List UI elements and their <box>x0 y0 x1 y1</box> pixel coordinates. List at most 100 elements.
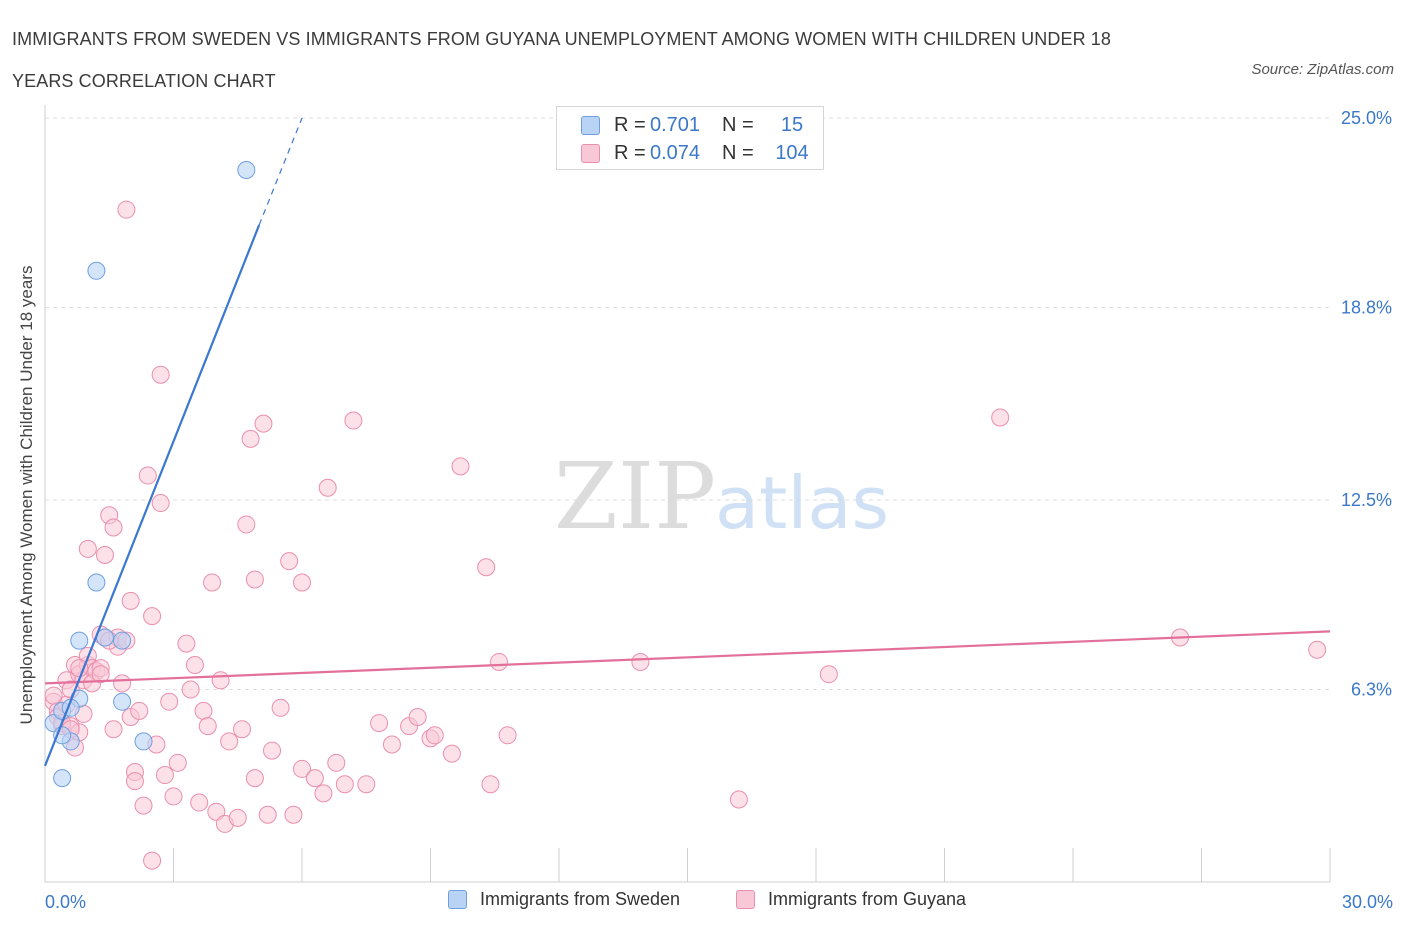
guyana-point <box>104 518 123 537</box>
gridlines <box>45 117 1330 690</box>
sweden-point <box>113 631 132 650</box>
guyana-point <box>207 802 226 821</box>
guyana-point <box>130 701 149 720</box>
guyana-point <box>113 674 132 693</box>
guyana-point <box>211 671 230 690</box>
sweden-n-value: 15 <box>780 113 804 136</box>
guyana-point <box>344 411 363 430</box>
guyana-point <box>203 573 222 592</box>
y-tick-label: 18.8% <box>1341 297 1392 317</box>
sweden-point <box>87 573 106 592</box>
guyana-point <box>293 573 311 592</box>
guyana-point <box>160 692 179 711</box>
guyana-point <box>138 466 157 485</box>
guyana-point <box>245 570 264 589</box>
guyana-legend-label: Immigrants from Guyana <box>768 889 967 909</box>
trend-lines <box>43 117 1331 767</box>
guyana-n-value: 104 <box>775 141 809 164</box>
guyana-point <box>237 515 256 534</box>
guyana-point <box>451 457 470 476</box>
guyana-point <box>91 665 110 684</box>
guyana-point <box>293 759 311 778</box>
guyana-point <box>185 656 204 675</box>
guyana-n-label: N = <box>722 141 754 164</box>
guyana-point <box>151 494 170 513</box>
sweden-point <box>70 631 89 650</box>
guyana-point <box>134 796 153 815</box>
watermark: ZIP atlas <box>554 443 889 550</box>
guyana-point <box>241 429 260 448</box>
guyana-point <box>335 775 354 794</box>
guyana-legend-swatch <box>736 890 755 909</box>
guyana-point <box>254 414 273 433</box>
guyana-point <box>233 720 252 739</box>
guyana-point <box>408 707 427 726</box>
guyana-point <box>258 805 277 824</box>
sweden-point <box>134 732 153 751</box>
guyana-point <box>425 726 444 745</box>
guyana-point <box>143 851 162 870</box>
watermark-atlas: atlas <box>715 461 889 545</box>
guyana-r-label: R = <box>614 141 646 164</box>
guyana-point <box>181 680 200 699</box>
guyana-point <box>198 717 217 736</box>
sweden-r-label: R = <box>614 113 646 136</box>
guyana-point <box>442 744 461 763</box>
guyana-point <box>228 808 247 827</box>
guyana-point <box>1308 640 1327 659</box>
y-tick-label: 12.5% <box>1341 490 1392 510</box>
tick-labels: 25.0% 18.8% 12.5% 6.3% 0.0% 30.0% <box>45 108 1393 912</box>
guyana-point <box>357 775 376 794</box>
sweden-point <box>87 261 106 280</box>
guyana-point <box>143 607 162 626</box>
guyana-trend-line <box>44 630 1331 685</box>
guyana-r-value: 0.074 <box>650 141 701 164</box>
legend-row-guyana: R = 0.074 N = 104 <box>581 140 822 166</box>
sweden-swatch <box>581 115 600 135</box>
guyana-point <box>991 408 1010 427</box>
axes <box>44 105 1331 883</box>
legend-item-guyana[interactable]: Immigrants from Guyana <box>736 889 966 910</box>
guyana-point <box>125 772 144 791</box>
correlation-legend: R = 0.701 N = 15 R = 0.074 N = 104 <box>556 106 824 170</box>
guyana-point <box>280 552 299 571</box>
guyana-point <box>44 686 63 705</box>
guyana-point <box>177 634 196 653</box>
guyana-swatch <box>581 143 600 163</box>
sweden-trend-line <box>43 224 261 767</box>
guyana-point <box>382 735 401 754</box>
guyana-point <box>477 558 496 577</box>
watermark-zip: ZIP <box>554 443 716 550</box>
guyana-point <box>314 784 333 803</box>
guyana-point <box>327 753 346 772</box>
chart-source: Source: ZipAtlas.com <box>1251 61 1394 78</box>
guyana-point <box>370 714 389 733</box>
guyana-point <box>284 805 303 824</box>
guyana-point <box>729 790 748 809</box>
guyana-point <box>631 652 650 671</box>
guyana-point <box>121 591 140 610</box>
sweden-point <box>237 160 256 179</box>
guyana-point <box>164 787 183 806</box>
guyana-point <box>78 539 97 558</box>
sweden-trend-extension <box>258 117 303 226</box>
series-sweden-points <box>44 160 256 788</box>
series-legend: Immigrants from Sweden Immigrants from G… <box>0 889 1406 915</box>
sweden-legend-label: Immigrants from Sweden <box>480 889 681 909</box>
guyana-point <box>245 769 264 788</box>
x-tick-label-min: 0.0% <box>45 892 86 912</box>
guyana-point <box>819 665 838 684</box>
sweden-point <box>113 692 132 711</box>
sweden-point <box>53 769 72 788</box>
y-tick-label: 6.3% <box>1351 679 1392 699</box>
legend-item-sweden[interactable]: Immigrants from Sweden <box>448 889 680 910</box>
guyana-point <box>305 769 324 788</box>
guyana-point <box>490 652 509 671</box>
guyana-point <box>220 732 239 751</box>
guyana-point <box>498 726 517 745</box>
guyana-point <box>194 701 213 720</box>
guyana-point <box>481 775 500 794</box>
y-tick-label: 25.0% <box>1341 108 1392 128</box>
guyana-point <box>151 365 170 384</box>
sweden-r-value: 0.701 <box>650 113 701 136</box>
